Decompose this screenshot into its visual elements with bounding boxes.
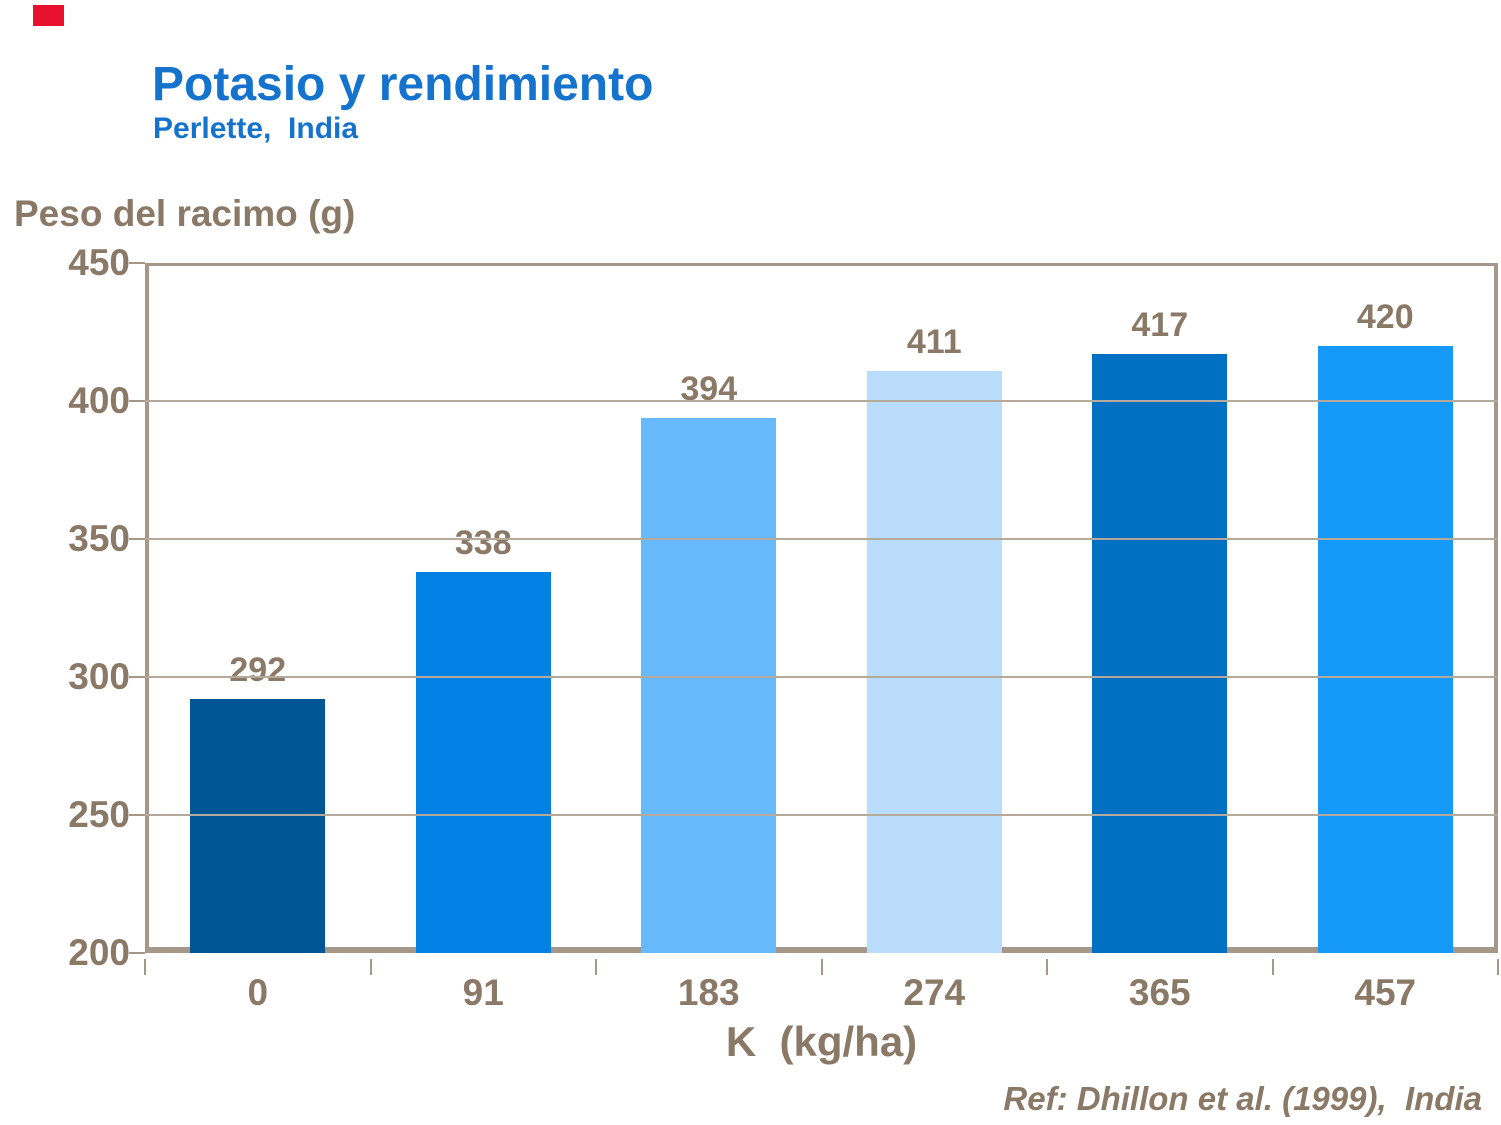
y-axis-tick bbox=[129, 262, 145, 264]
y-tick-label: 400 bbox=[68, 380, 130, 421]
x-axis-title: K (kg/ha) bbox=[725, 1018, 918, 1065]
bar-column-457: 420 bbox=[1273, 263, 1499, 953]
y-axis-tick bbox=[129, 676, 145, 678]
bar bbox=[415, 572, 551, 953]
bar-value-label: 292 bbox=[229, 651, 287, 690]
x-tick-label: 183 bbox=[677, 972, 740, 1013]
bar-column-365: 417 bbox=[1047, 263, 1273, 953]
bar-column-274: 411 bbox=[822, 263, 1048, 953]
bars-row: 292 338 394 411 417 420 bbox=[145, 263, 1498, 953]
y-tick-label: 450 bbox=[68, 242, 130, 283]
chart-title: Potasio y rendimiento bbox=[152, 58, 654, 111]
bar bbox=[190, 699, 326, 953]
x-axis-tick bbox=[595, 959, 597, 975]
x-tick-label: 91 bbox=[462, 972, 504, 1013]
x-axis-tick bbox=[369, 959, 372, 975]
bar bbox=[1317, 345, 1453, 953]
reference-note: Ref: Dhillon et al. (1999), India bbox=[1003, 1080, 1482, 1117]
x-tick-label: 0 bbox=[247, 972, 269, 1013]
x-tick-label: 457 bbox=[1354, 972, 1417, 1013]
bar-column-0: 292 bbox=[145, 263, 371, 953]
x-axis-tick bbox=[820, 959, 823, 975]
chart-subtitle: Perlette, India bbox=[153, 112, 359, 145]
y-axis-tick bbox=[129, 400, 145, 402]
x-tick-label: 274 bbox=[903, 972, 966, 1013]
red-corner-mark bbox=[33, 5, 64, 26]
y-axis-tick bbox=[129, 952, 145, 954]
bar-column-91: 338 bbox=[371, 263, 597, 953]
y-axis-tick bbox=[129, 538, 145, 540]
bar-value-label: 411 bbox=[906, 322, 962, 361]
y-tick-label: 200 bbox=[68, 932, 130, 973]
bar-value-label: 338 bbox=[454, 524, 512, 563]
gridline-350 bbox=[145, 538, 1498, 540]
plot-frame bbox=[145, 263, 1498, 953]
bar bbox=[1092, 354, 1228, 953]
x-axis-tick-labels: 0 91 183 274 365 457 bbox=[145, 972, 1498, 1014]
y-axis-title: Peso del racimo (g) bbox=[14, 193, 356, 234]
x-axis-tick bbox=[1271, 959, 1274, 975]
y-axis-tick bbox=[129, 814, 145, 816]
bar bbox=[641, 417, 777, 953]
bar-value-label: 420 bbox=[1356, 297, 1414, 336]
bar-value-label: 394 bbox=[680, 369, 738, 408]
x-axis-tick bbox=[144, 959, 146, 975]
y-tick-label: 350 bbox=[68, 518, 130, 559]
bar-value-label: 417 bbox=[1131, 306, 1189, 345]
bar-column-183: 394 bbox=[596, 263, 822, 953]
x-axis-tick bbox=[1497, 959, 1499, 975]
plot-area: 292 338 394 411 417 420 bbox=[129, 262, 1499, 975]
gridline-300 bbox=[145, 676, 1498, 678]
y-axis-tick-labels: 450 400 350 300 250 200 bbox=[0, 242, 130, 973]
gridline-250 bbox=[145, 814, 1498, 816]
bar bbox=[866, 370, 1002, 953]
y-tick-label: 250 bbox=[68, 794, 130, 835]
y-tick-label: 300 bbox=[68, 656, 130, 697]
x-tick-label: 365 bbox=[1128, 972, 1191, 1013]
gridline-400 bbox=[145, 400, 1498, 402]
x-axis-tick bbox=[1046, 959, 1048, 975]
